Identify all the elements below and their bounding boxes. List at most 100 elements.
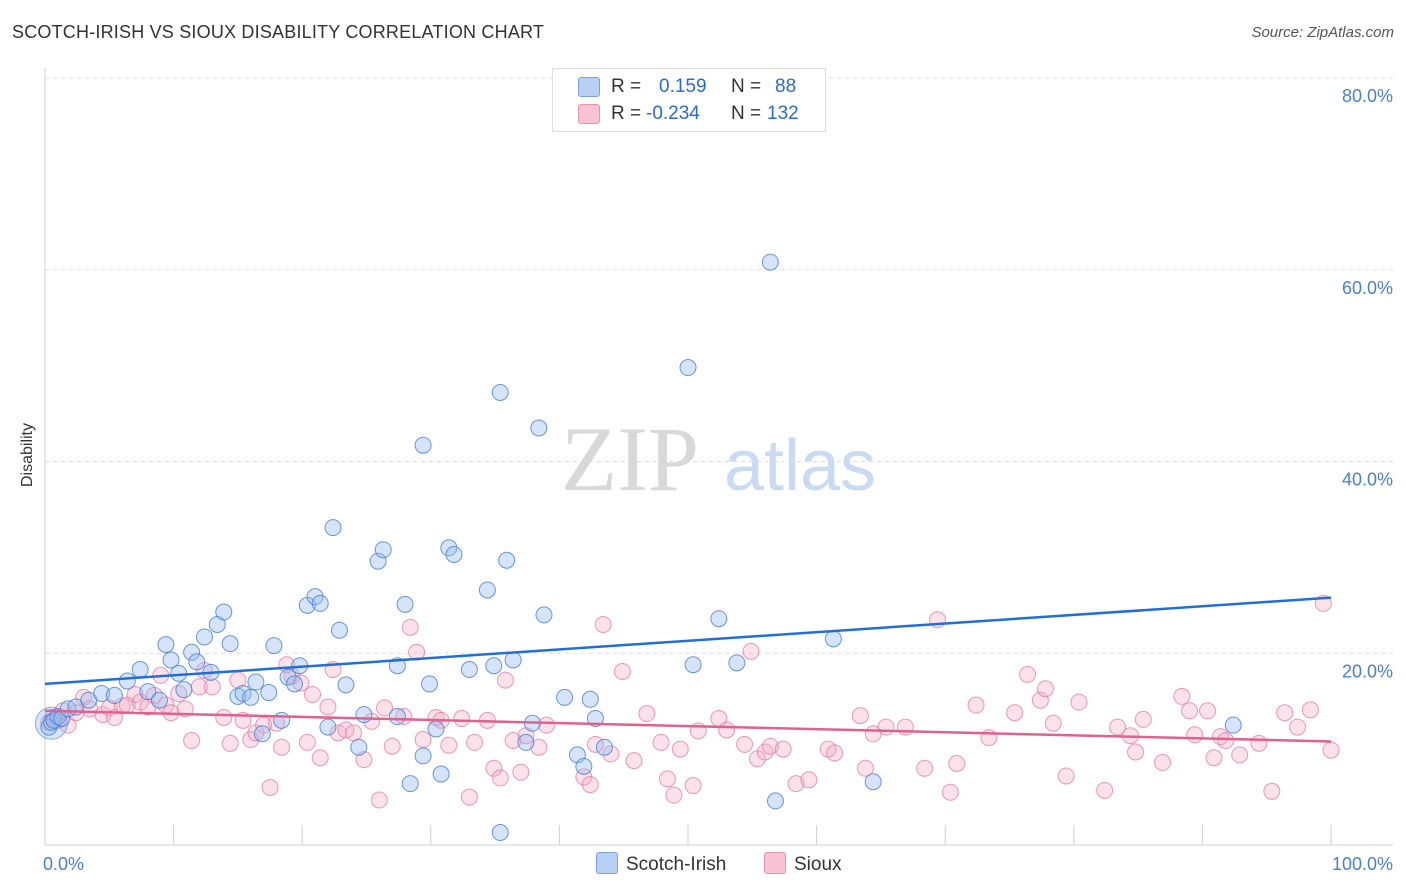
- sioux-point: [652, 733, 670, 751]
- sioux-point: [485, 759, 503, 777]
- sioux-point: [967, 696, 985, 714]
- bottom-legend-sioux: Sioux: [764, 852, 842, 876]
- sioux-point: [1263, 782, 1281, 800]
- sioux-point: [851, 707, 869, 725]
- scotch-irish-point: [460, 661, 478, 679]
- n-value-sioux: 132: [767, 103, 799, 124]
- scotch-irish-point: [396, 595, 414, 613]
- sioux-point: [787, 775, 805, 793]
- sioux-point: [1070, 693, 1088, 711]
- sioux-point: [1199, 702, 1217, 720]
- sioux-point: [376, 699, 394, 717]
- scotch-irish-point: [118, 672, 136, 690]
- sioux-point: [512, 763, 530, 781]
- scotch-irish-point: [247, 673, 265, 691]
- scotch-irish-point: [679, 359, 697, 377]
- sioux-point: [774, 740, 792, 758]
- sioux-point: [1127, 743, 1145, 761]
- sioux-point: [1057, 767, 1075, 785]
- y-tick-label: 80.0%: [1342, 86, 1393, 106]
- scotch-irish-point: [355, 706, 373, 724]
- sioux-point: [408, 643, 426, 661]
- sioux-point: [665, 786, 683, 804]
- sioux-point: [1250, 734, 1268, 752]
- scotch-irish-point: [535, 606, 553, 624]
- scotch-irish-point: [265, 637, 283, 655]
- sioux-point: [401, 618, 419, 636]
- sioux-point: [496, 671, 514, 689]
- watermark: ZIP atlas: [561, 408, 876, 510]
- scotch-irish-point: [162, 651, 180, 669]
- scotch-irish-point: [139, 683, 157, 701]
- x-tick-label: 100.0%: [1332, 854, 1393, 874]
- sioux-point: [613, 662, 631, 680]
- x-tick-label: 0.0%: [43, 854, 84, 874]
- sioux-point: [261, 778, 279, 796]
- scotch-irish-point: [498, 551, 516, 569]
- scotch-irish-point: [414, 436, 432, 454]
- sioux-point: [504, 731, 522, 749]
- r-label: R =: [611, 103, 642, 124]
- scotch-irish-point: [324, 519, 342, 537]
- watermark-atlas: atlas: [724, 426, 876, 506]
- sioux-point: [1301, 701, 1319, 719]
- scotch-irish-point: [388, 708, 406, 726]
- sioux-point: [602, 745, 620, 763]
- sioux-point: [658, 770, 676, 788]
- r-value-scotch-irish: 0.159: [659, 76, 707, 97]
- sioux-point: [1289, 718, 1307, 736]
- scotch-irish-points: [34, 253, 1242, 842]
- sioux-point: [319, 698, 337, 716]
- sioux-point: [370, 791, 388, 809]
- y-tick-label: 40.0%: [1342, 470, 1393, 490]
- scotch-irish-point: [684, 656, 702, 674]
- scotch-irish-swatch: [578, 77, 600, 97]
- sioux-point: [298, 733, 316, 751]
- sioux-point: [948, 755, 966, 773]
- scotch-irish-point: [273, 711, 291, 729]
- scotch-irish-point: [1224, 716, 1242, 734]
- sioux-point: [736, 735, 754, 753]
- scotch-irish-point: [34, 706, 68, 740]
- sioux-point: [1231, 746, 1249, 764]
- scotch-irish-point: [432, 765, 450, 783]
- bottom-legend-scotch-irish: Scotch-Irish: [596, 852, 726, 876]
- scotch-irish-point: [311, 594, 329, 612]
- scotch-irish-point: [175, 681, 193, 699]
- n-label: N =: [731, 103, 762, 124]
- sioux-point: [203, 678, 221, 696]
- r-value-sioux: -0.234: [646, 103, 700, 124]
- sioux-point: [856, 759, 874, 777]
- sioux-point: [718, 721, 736, 739]
- scotch-irish-point: [491, 383, 509, 401]
- sioux-point: [383, 737, 401, 755]
- sioux-point: [1134, 710, 1152, 728]
- scotch-irish-point: [761, 253, 779, 271]
- scotch-irish-point: [221, 635, 239, 653]
- n-label: N =: [731, 76, 762, 97]
- sioux-point: [684, 777, 702, 795]
- sioux-point: [671, 740, 689, 758]
- scotch-irish-point: [824, 630, 842, 648]
- scotch-irish-point: [766, 792, 784, 810]
- bottom-legend-label: Sioux: [794, 854, 842, 875]
- scotch-irish-point: [517, 733, 535, 751]
- scotch-irish-point: [157, 636, 175, 654]
- scotch-irish-point: [586, 709, 604, 727]
- chart-title: SCOTCH-IRISH VS SIOUX DISABILITY CORRELA…: [12, 22, 545, 42]
- scotch-irish-point: [330, 621, 348, 639]
- sioux-point: [877, 718, 895, 736]
- scotch-irish-point: [595, 738, 613, 756]
- scotch-irish-point: [319, 718, 337, 736]
- scotch-irish-point: [427, 720, 445, 738]
- sioux-point: [1037, 680, 1055, 698]
- scotch-irish-point: [242, 688, 260, 706]
- sioux-point: [311, 749, 329, 767]
- scotch-irish-point: [93, 685, 111, 703]
- sioux-point: [1019, 665, 1037, 683]
- scotch-irish-point: [575, 757, 593, 775]
- scotch-irish-point: [414, 747, 432, 765]
- sioux-point: [273, 738, 291, 756]
- sioux-point: [530, 738, 548, 756]
- sioux-point: [638, 705, 656, 723]
